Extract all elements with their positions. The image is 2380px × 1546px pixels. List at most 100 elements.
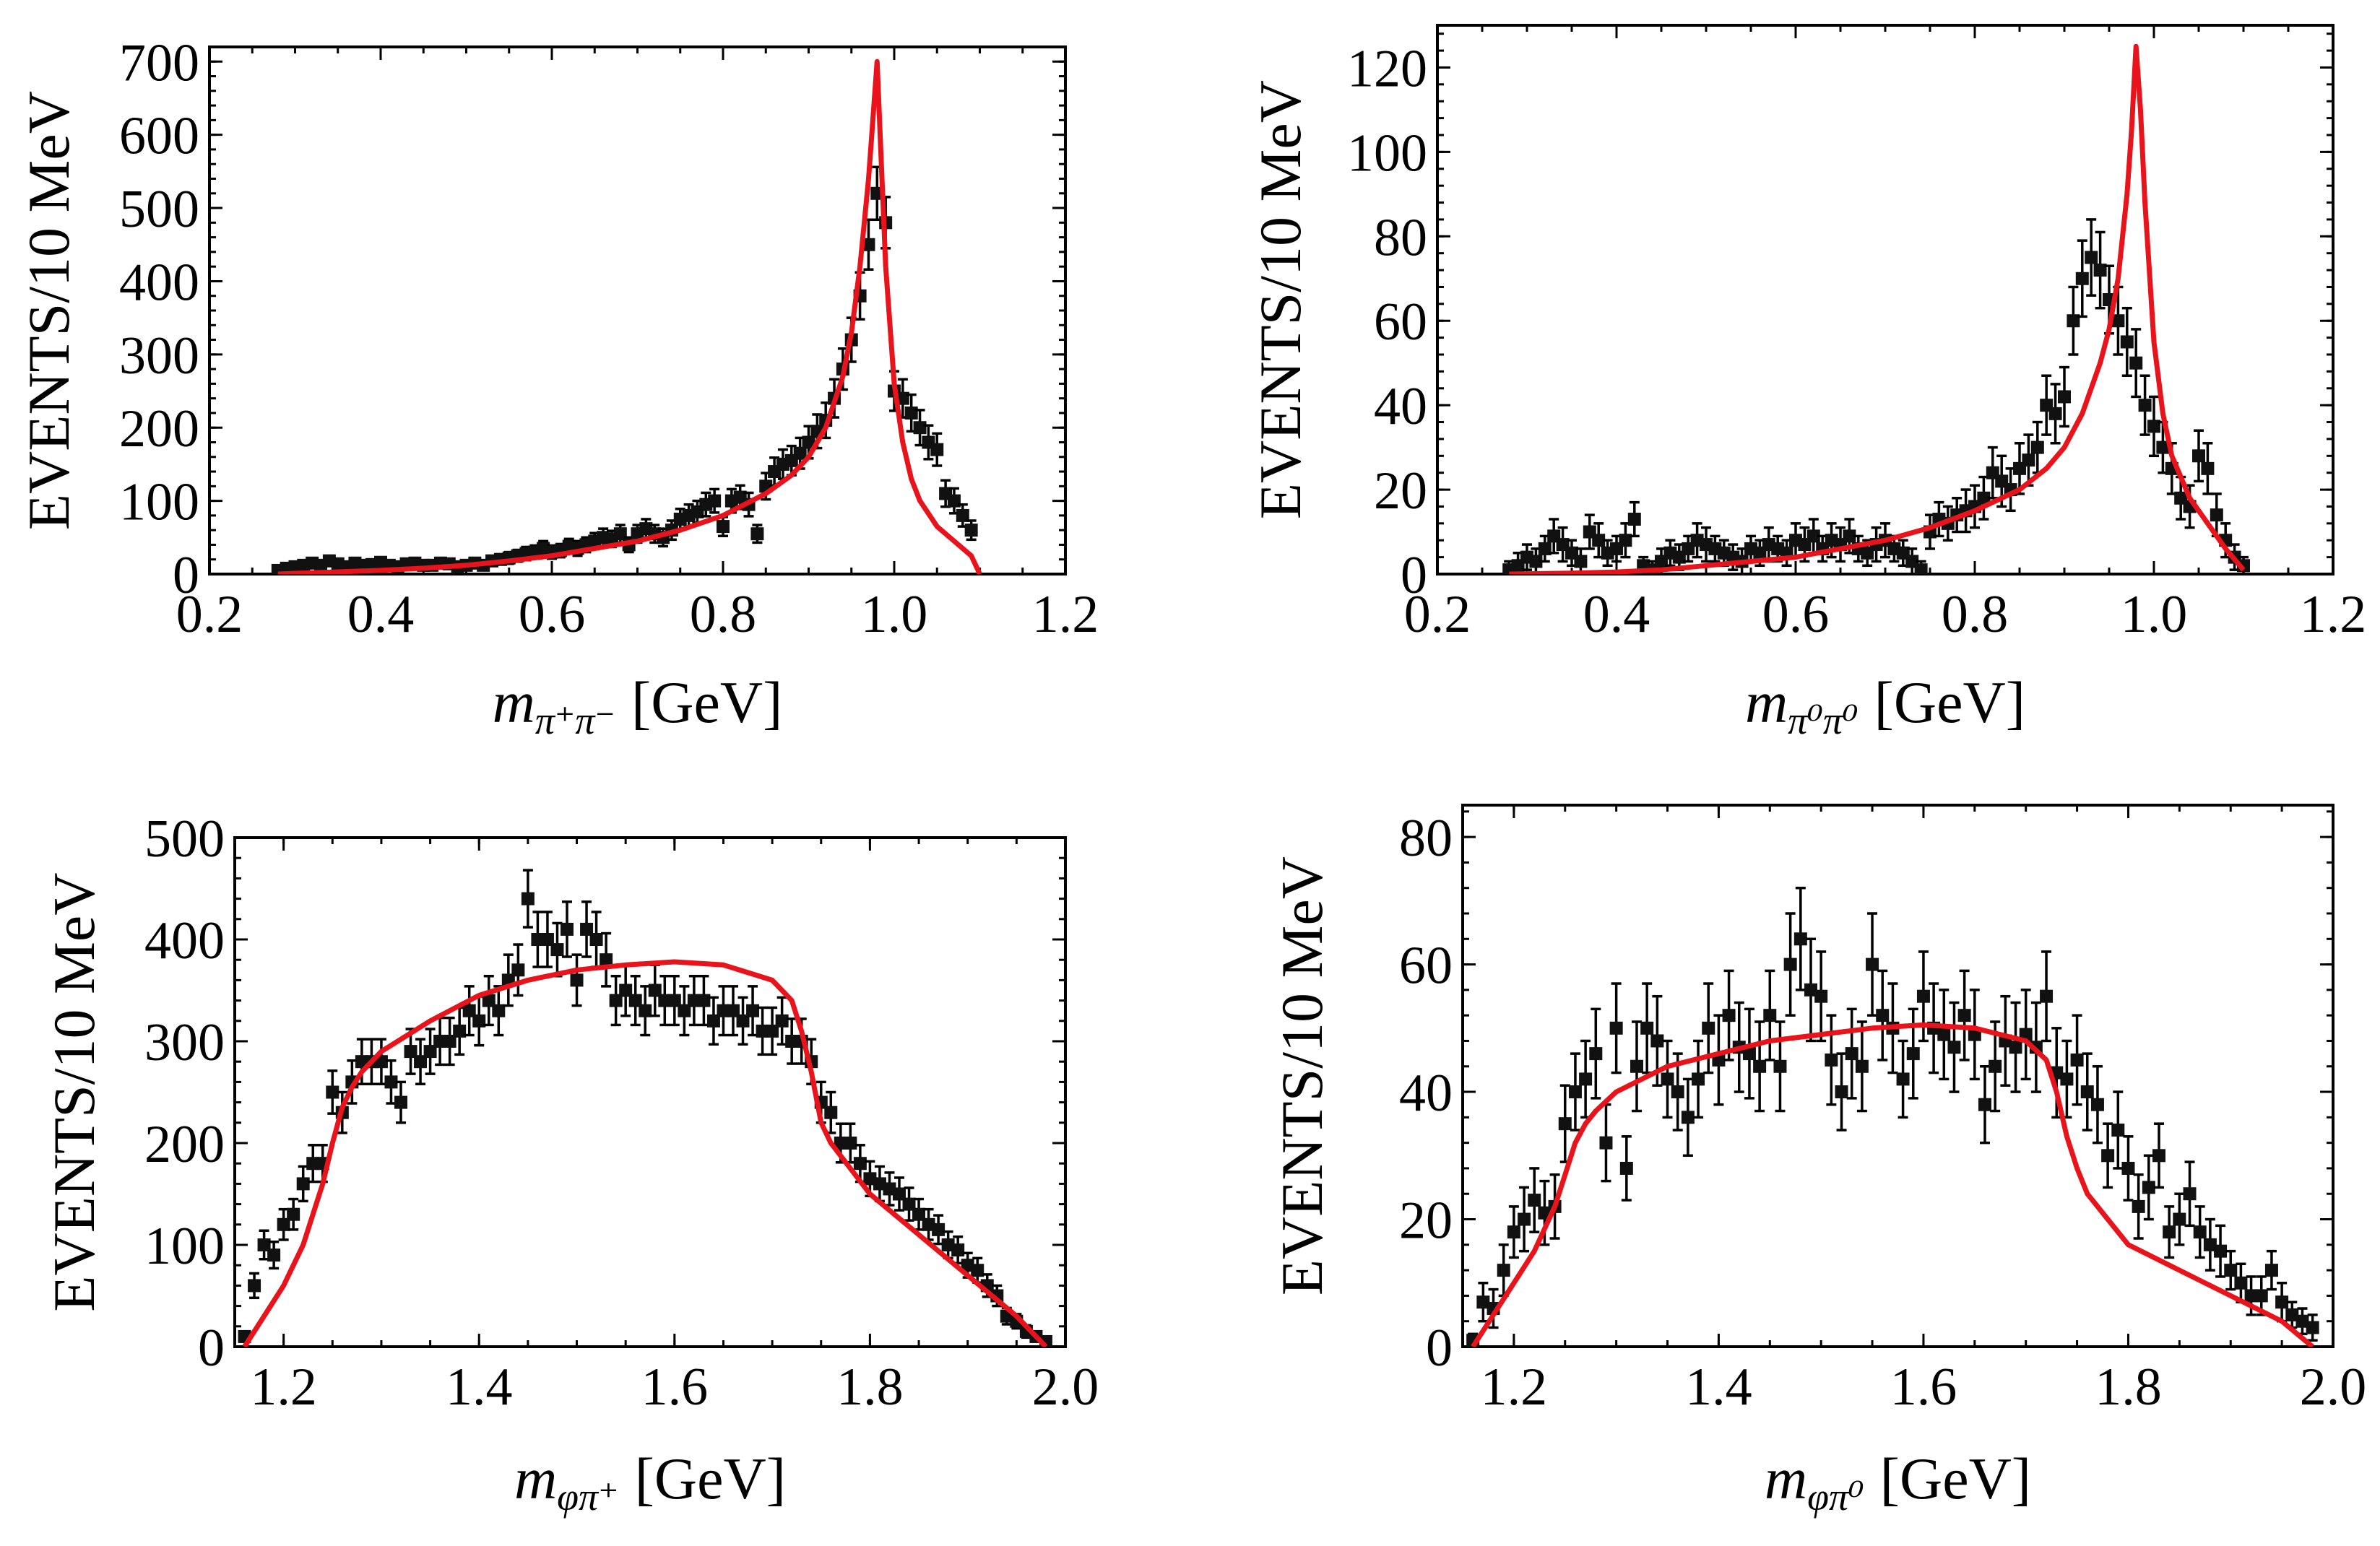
marker (2306, 1321, 2319, 1334)
x-tick-label: 1.2 (2300, 585, 2367, 644)
data-point (1753, 1020, 1767, 1113)
marker (834, 1137, 847, 1150)
marker (2183, 1187, 2197, 1201)
plot-frame (1461, 804, 2334, 1348)
data-point (1518, 1186, 1531, 1253)
marker (930, 443, 944, 456)
y-tick-label: 60 (1399, 937, 1453, 996)
data-point (893, 1176, 906, 1212)
marker (883, 1182, 896, 1196)
data-point (628, 975, 642, 1027)
data-point (619, 963, 633, 1017)
marker (2067, 314, 2080, 328)
marker (2152, 1149, 2165, 1163)
marker (1896, 1072, 1910, 1086)
data-point (844, 1122, 857, 1164)
marker (628, 994, 642, 1007)
marker (1568, 1085, 1582, 1099)
data-point (2173, 1192, 2186, 1246)
marker (667, 994, 681, 1007)
data-point (2193, 1205, 2207, 1259)
y-tick-label: 600 (119, 107, 199, 166)
data-point (1773, 1020, 1787, 1113)
marker (2285, 1308, 2299, 1321)
marker (1529, 555, 1543, 568)
data-point (511, 943, 525, 997)
data-point (287, 1197, 300, 1231)
marker (609, 994, 623, 1007)
marker (873, 1177, 886, 1191)
marker (2138, 399, 2152, 412)
marker (1977, 491, 1991, 505)
marker (1916, 989, 1930, 1003)
marker (1574, 555, 1588, 568)
x-axis-symbol: m (514, 1446, 557, 1511)
marker (793, 446, 807, 460)
marker (1866, 957, 1879, 971)
marker (2022, 453, 2035, 467)
data-point (1507, 1205, 1520, 1259)
data-point (1692, 1039, 1705, 1119)
marker (589, 933, 603, 946)
marker (248, 1279, 261, 1293)
x-tick-label: 1.2 (1032, 585, 1099, 644)
x-axis-subscript: φπ⁰ (1807, 1475, 1864, 1519)
data-point (930, 432, 944, 467)
y-tick-label: 20 (1374, 461, 1427, 521)
data-point (1957, 969, 1971, 1061)
marker (2132, 1199, 2145, 1213)
x-tick-label: 1.4 (1685, 1358, 1752, 1417)
fit-curve (1471, 1022, 2314, 1347)
x-axis-title: mφπ⁺ [GeV] (514, 1446, 786, 1519)
marker (2192, 449, 2205, 463)
data-point (540, 911, 554, 968)
data-point (1937, 989, 1951, 1081)
y-tick-label: 80 (1374, 208, 1427, 267)
panel-phipi-neutral: 1.2 1.4 1.6 1.8 2.0 0 20 40 60 80 EVENTS/10 MeV mφπ… (1269, 804, 2367, 1519)
data-point (2009, 1001, 2022, 1093)
data-point (853, 1144, 867, 1184)
data-point (1876, 969, 1890, 1061)
data-point (248, 1272, 261, 1300)
data-point (2306, 1313, 2319, 1342)
marker (2244, 1289, 2258, 1303)
marker (2030, 440, 2044, 454)
data-point (1843, 518, 1856, 555)
data-point (1742, 1007, 1756, 1100)
plot-area (271, 58, 982, 574)
marker (893, 1187, 906, 1201)
data-point (1528, 1167, 1541, 1233)
marker (2101, 1149, 2115, 1163)
data-point (1568, 1052, 1582, 1132)
y-tick-label: 300 (144, 1013, 225, 1072)
marker (1753, 1059, 1767, 1073)
data-point (2214, 1224, 2228, 1278)
data-point (2120, 306, 2134, 377)
data-point (414, 1038, 428, 1085)
marker (482, 994, 496, 1007)
marker (394, 1095, 407, 1109)
y-tick-label: 200 (144, 1115, 225, 1174)
data-point (1968, 989, 1981, 1081)
marker (2156, 440, 2170, 454)
data-point (1630, 1020, 1643, 1113)
x-tick-label: 2.0 (2300, 1358, 2367, 1417)
marker (961, 1259, 974, 1272)
data-point (600, 931, 613, 988)
marker (922, 1217, 935, 1231)
marker (561, 922, 574, 936)
data-point (1599, 1103, 1613, 1183)
marker (2080, 1085, 2094, 1099)
marker (1814, 989, 1828, 1003)
marker (1793, 932, 1807, 946)
x-tick-label: 0.4 (347, 585, 415, 644)
marker (277, 1217, 290, 1231)
marker (1619, 534, 1632, 547)
fit-curve (1509, 43, 2246, 574)
data-point (1589, 1007, 1603, 1100)
marker (1538, 542, 1552, 555)
marker (619, 983, 633, 997)
data-point (1783, 912, 1797, 1017)
data-point (2129, 328, 2143, 399)
marker (1589, 1047, 1603, 1061)
